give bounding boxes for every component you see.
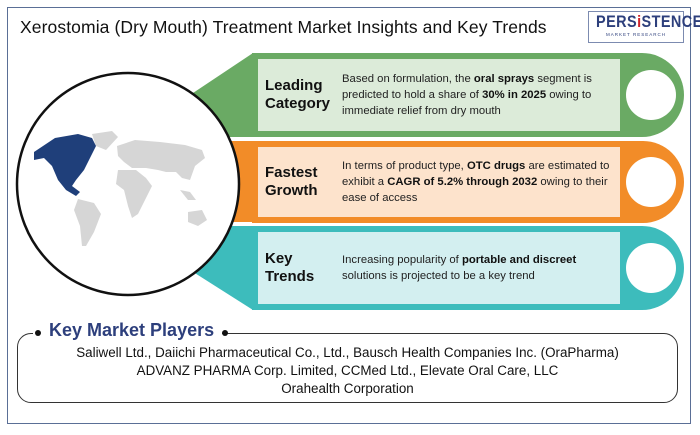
card-body: Leading Category Based on formulation, t… (258, 59, 620, 131)
card-fastest-growth: Fastest Growth In terms of product type,… (252, 141, 684, 223)
key-players-title: Key Market Players (33, 320, 229, 341)
card-description: Increasing popularity of portable and di… (342, 254, 577, 282)
se-asia (180, 190, 196, 200)
card-key-trends: Key Trends Increasing popularity of port… (252, 226, 684, 310)
card-body: Fastest Growth In terms of product type,… (258, 147, 620, 217)
persistence-logo: PERSiSTENCE MARKET RESEARCH (588, 11, 700, 43)
players-line: Saliwell Ltd., Daiichi Pharmaceutical Co… (76, 345, 619, 360)
card-heading: Fastest Growth (265, 164, 318, 199)
world-map-icon (74, 131, 207, 246)
africa (116, 170, 152, 218)
greenland (92, 131, 118, 150)
south-america (74, 199, 101, 246)
card-leading-category: Leading Category Based on formulation, t… (252, 53, 684, 137)
players-line: Orahealth Corporation (281, 381, 414, 396)
circle-marker-icon (626, 243, 676, 293)
card-body: Key Trends Increasing popularity of port… (258, 232, 620, 304)
key-players-box (17, 333, 678, 403)
card-heading: Key Trends (265, 250, 315, 285)
players-line: ADVANZ PHARMA Corp. Limited, CCMed Ltd.,… (136, 363, 559, 378)
card-heading: Leading Category (265, 77, 331, 112)
circle-marker-icon (626, 157, 676, 207)
card-description: Based on formulation, the oral sprays se… (342, 73, 592, 117)
infographic-frame (7, 7, 691, 424)
card-description: In terms of product type, OTC drugs are … (342, 160, 610, 204)
key-players-list: Saliwell Ltd., Daiichi Pharmaceutical Co… (17, 344, 678, 398)
circle-marker-icon (626, 70, 676, 120)
australia (188, 210, 207, 226)
europe-asia (117, 140, 205, 180)
page-title: Xerostomia (Dry Mouth) Treatment Market … (20, 17, 547, 37)
north-america-highlight (34, 134, 96, 196)
